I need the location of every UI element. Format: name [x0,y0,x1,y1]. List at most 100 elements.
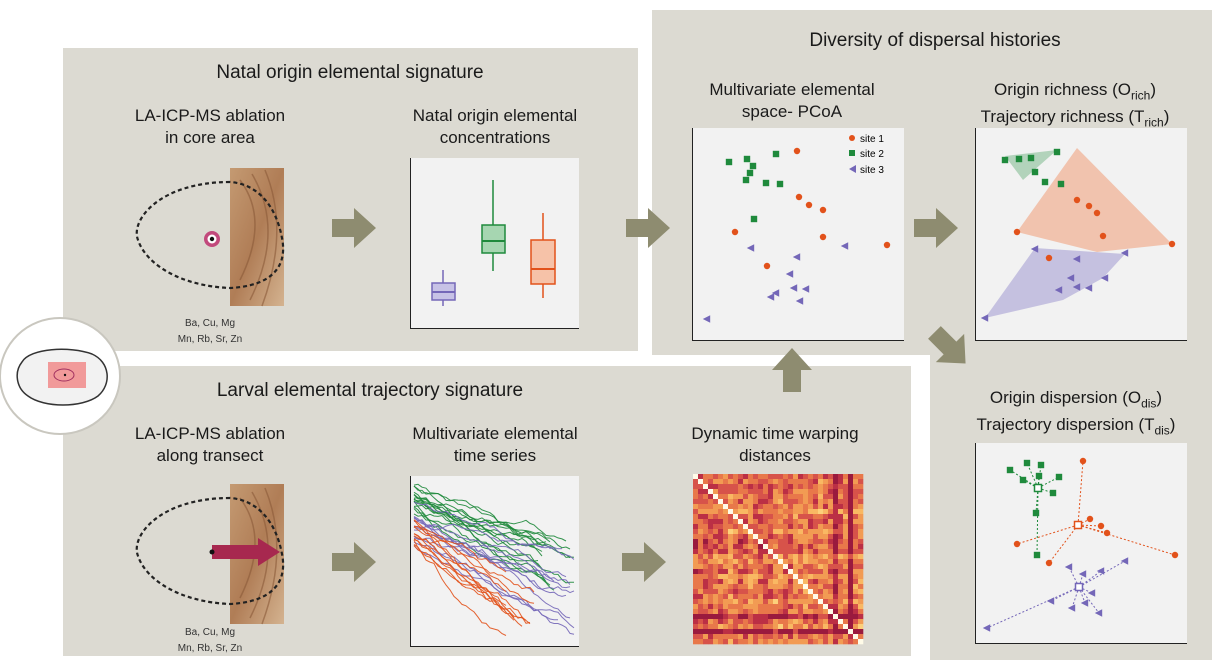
dtw-cell [833,629,839,635]
dtw-cell [778,509,784,515]
dtw-cell [808,514,814,520]
dtw-cell [768,544,774,550]
dtw-cell [848,474,854,480]
dtw-cell [753,479,759,485]
dtw-cell [743,639,749,645]
dtw-cell [783,584,789,590]
dtw-cell [838,499,844,505]
dtw-cell [778,569,784,575]
dtw-cell [723,629,729,635]
dispersion-line [1048,524,1079,564]
dtw-cell [708,504,714,510]
point-site2 [746,169,754,177]
dtw-cell [848,484,854,490]
dtw-cell [693,639,699,645]
dtw-cell [828,534,834,540]
dtw-cell [748,499,754,505]
dtw-cell [698,539,704,545]
dtw-cell [793,629,799,635]
dtw-cell [728,549,734,555]
point-site3 [1072,283,1081,291]
dtw-cell [758,614,764,620]
dtw-cell [828,479,834,485]
dtw-cell [713,544,719,550]
dtw-cell [723,634,729,640]
dtw-cell [773,634,779,640]
dtw-cell [713,574,719,580]
arrow-diagonal-icon [928,326,966,364]
dtw-cell [713,569,719,575]
dispersion-title: Origin dispersion (Odis) Trajectory disp… [976,388,1176,438]
dtw-cell [858,584,864,590]
dtw-cell [848,584,854,590]
dtw-cell [763,489,769,495]
dtw-cell [763,569,769,575]
point-site3 [1067,604,1076,612]
dtw-cell [833,609,839,615]
timeseries-line [413,539,507,636]
dtw-cell [843,504,849,510]
dtw-cell [778,614,784,620]
point-site3 [792,253,801,261]
point-site3 [1100,274,1109,282]
dtw-cell [763,529,769,535]
dtw-cell [803,589,809,595]
dtw-cell [723,499,729,505]
dtw-cell [788,509,794,515]
dtw-cell [828,499,834,505]
dtw-cell [703,599,709,605]
dtw-cell [853,589,859,595]
dtw-cell [728,474,734,480]
dtw-cell [733,529,739,535]
dtw-cell [833,479,839,485]
dtw-cell [838,519,844,525]
dtw-cell [753,609,759,615]
dtw-cell [848,509,854,515]
dtw-cell [738,574,744,580]
dtw-cell [783,579,789,585]
dtw-cell [843,634,849,640]
dtw-cell [798,589,804,595]
dtw-cell [703,549,709,555]
dtw-cell [763,544,769,550]
dtw-cell [718,599,724,605]
dtw-cell [728,489,734,495]
arrow-right-3-icon [914,208,958,248]
dtw-cell [823,574,829,580]
dtw-cell [808,549,814,555]
dtw-cell [713,619,719,625]
dtw-cell [788,494,794,500]
dtw-cell [813,529,819,535]
dtw-cell [848,634,854,640]
dtw-cell [728,519,734,525]
dtw-cell [753,579,759,585]
dtw-cell [808,474,814,480]
point-site1 [795,193,803,201]
dtw-cell [703,604,709,610]
dtw-cell [843,614,849,620]
natal-otolith-schematic [135,168,285,307]
dtw-cell [758,554,764,560]
dtw-cell [828,529,834,535]
dtw-cell [833,569,839,575]
dtw-cell [853,604,859,610]
dtw-cell [853,509,859,515]
dtw-cell [778,484,784,490]
dtw-cell [768,619,774,625]
timeseries-line [413,516,567,597]
dtw-cell [703,584,709,590]
dtw-cell [743,574,749,580]
dtw-cell [748,554,754,560]
dtw-cell [708,474,714,480]
dtw-cell [813,504,819,510]
dtw-cell [718,514,724,520]
point-site3 [980,314,989,322]
dtw-cell [728,584,734,590]
dtw-cell [838,549,844,555]
dtw-cell [698,549,704,555]
dtw-cell [713,549,719,555]
dtw-cell [748,584,754,590]
dtw-cell [783,619,789,625]
dtw-cell [773,559,779,565]
dtw-cell [713,624,719,630]
